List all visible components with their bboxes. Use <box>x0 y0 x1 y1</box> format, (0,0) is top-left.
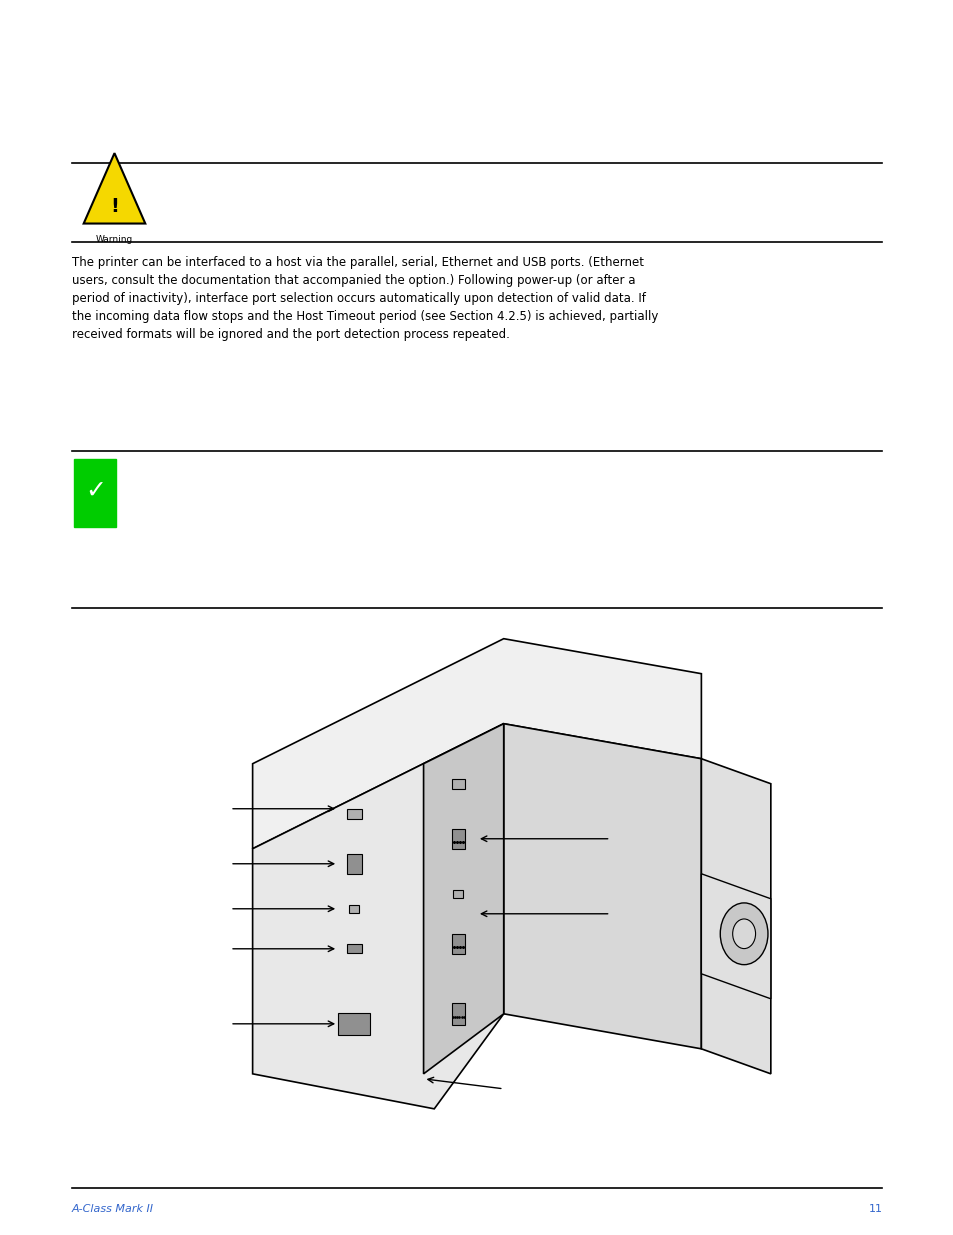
Polygon shape <box>503 724 700 1049</box>
Text: A-Class Mark II: A-Class Mark II <box>71 1204 153 1214</box>
Bar <box>451 829 464 848</box>
Polygon shape <box>423 724 503 1073</box>
Polygon shape <box>84 153 145 224</box>
Circle shape <box>720 903 767 965</box>
Text: 11: 11 <box>867 1204 882 1214</box>
Bar <box>346 809 361 819</box>
Polygon shape <box>700 758 770 1073</box>
Bar <box>451 1003 464 1025</box>
Bar <box>346 945 361 953</box>
Text: ✓: ✓ <box>85 478 106 503</box>
Bar <box>74 459 116 527</box>
Text: !: ! <box>110 196 119 216</box>
Text: The printer can be interfaced to a host via the parallel, serial, Ethernet and U: The printer can be interfaced to a host … <box>71 256 658 341</box>
Bar <box>346 853 361 874</box>
Bar <box>453 890 462 898</box>
Bar <box>451 934 464 953</box>
Polygon shape <box>700 874 770 999</box>
Circle shape <box>732 919 755 948</box>
Bar <box>337 1013 370 1035</box>
Polygon shape <box>253 638 700 848</box>
Text: Warning: Warning <box>95 236 133 245</box>
Bar <box>349 905 359 913</box>
Polygon shape <box>253 724 503 1109</box>
Bar <box>451 779 464 789</box>
